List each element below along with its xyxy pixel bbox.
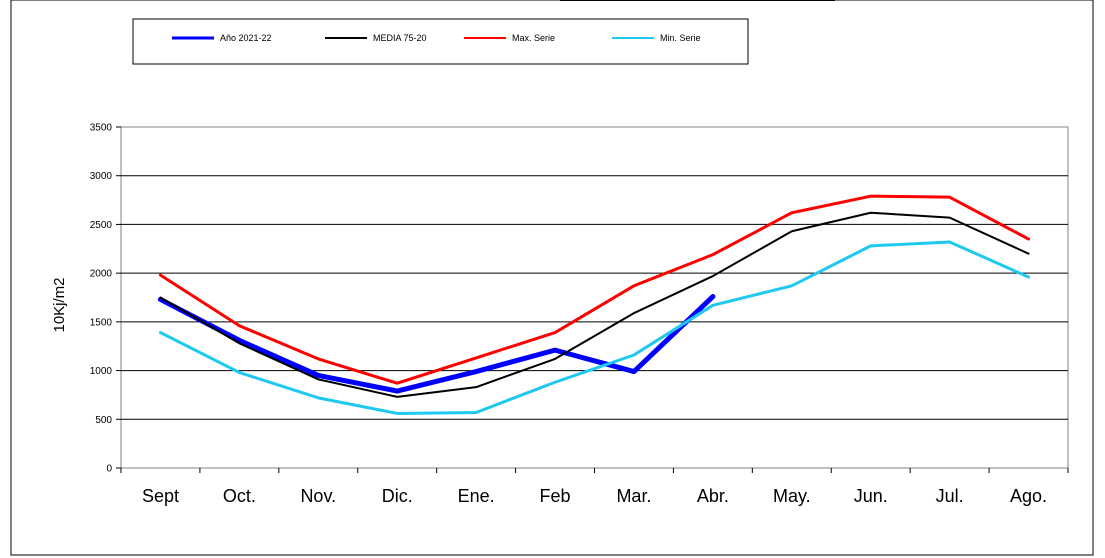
x-tick-label: Nov. — [300, 486, 336, 506]
y-tick-label: 500 — [95, 415, 112, 426]
y-tick-label: 0 — [106, 464, 112, 475]
x-tick-label: Ene. — [458, 486, 495, 506]
y-tick-label: 1000 — [90, 366, 113, 377]
x-tick-label: Feb — [540, 486, 571, 506]
y-axis-title: 10Kj/m2 — [51, 277, 68, 332]
y-tick-label: 1500 — [90, 317, 113, 328]
legend-label: Max. Serie — [512, 33, 555, 43]
legend: Año 2021-22 MEDIA 75-20 Max. Serie Min. Ser… — [132, 18, 749, 65]
x-tick-label: Jun. — [854, 486, 888, 506]
x-tick-label: Jul. — [936, 486, 964, 506]
legend-box — [132, 18, 749, 65]
y-tick-label: 2500 — [90, 220, 113, 231]
x-tick-label: Mar. — [616, 486, 651, 506]
legend-label: Min. Serie — [660, 33, 701, 43]
x-tick-label: Sept — [142, 486, 179, 506]
x-tick-label: Ago. — [1010, 486, 1047, 506]
x-tick-label: Abr. — [697, 486, 729, 506]
y-tick-label: 3500 — [90, 123, 113, 134]
x-axis: Sept Oct. Nov. Dic. Ene. Feb Mar. Abr. May. Jun. J… — [120, 468, 1069, 506]
gridlines — [121, 175, 1068, 420]
plot-area — [120, 126, 1069, 469]
x-tick-label: Oct. — [223, 486, 256, 506]
series-line — [159, 211, 1030, 398]
y-axis: 0 500 1000 1500 2000 2500 3000 3500 — [90, 123, 121, 475]
legend-label: Año 2021-22 — [220, 33, 272, 43]
series-line — [158, 194, 1031, 385]
legend-label: MEDIA 75-20 — [373, 33, 427, 43]
series-lines — [157, 194, 1031, 415]
series-line — [158, 240, 1031, 415]
series-line — [157, 294, 716, 394]
y-tick-label: 3000 — [90, 171, 113, 182]
x-tick-label: May. — [773, 486, 811, 506]
y-tick-label: 2000 — [90, 269, 113, 280]
x-tick-label: Dic. — [382, 486, 413, 506]
